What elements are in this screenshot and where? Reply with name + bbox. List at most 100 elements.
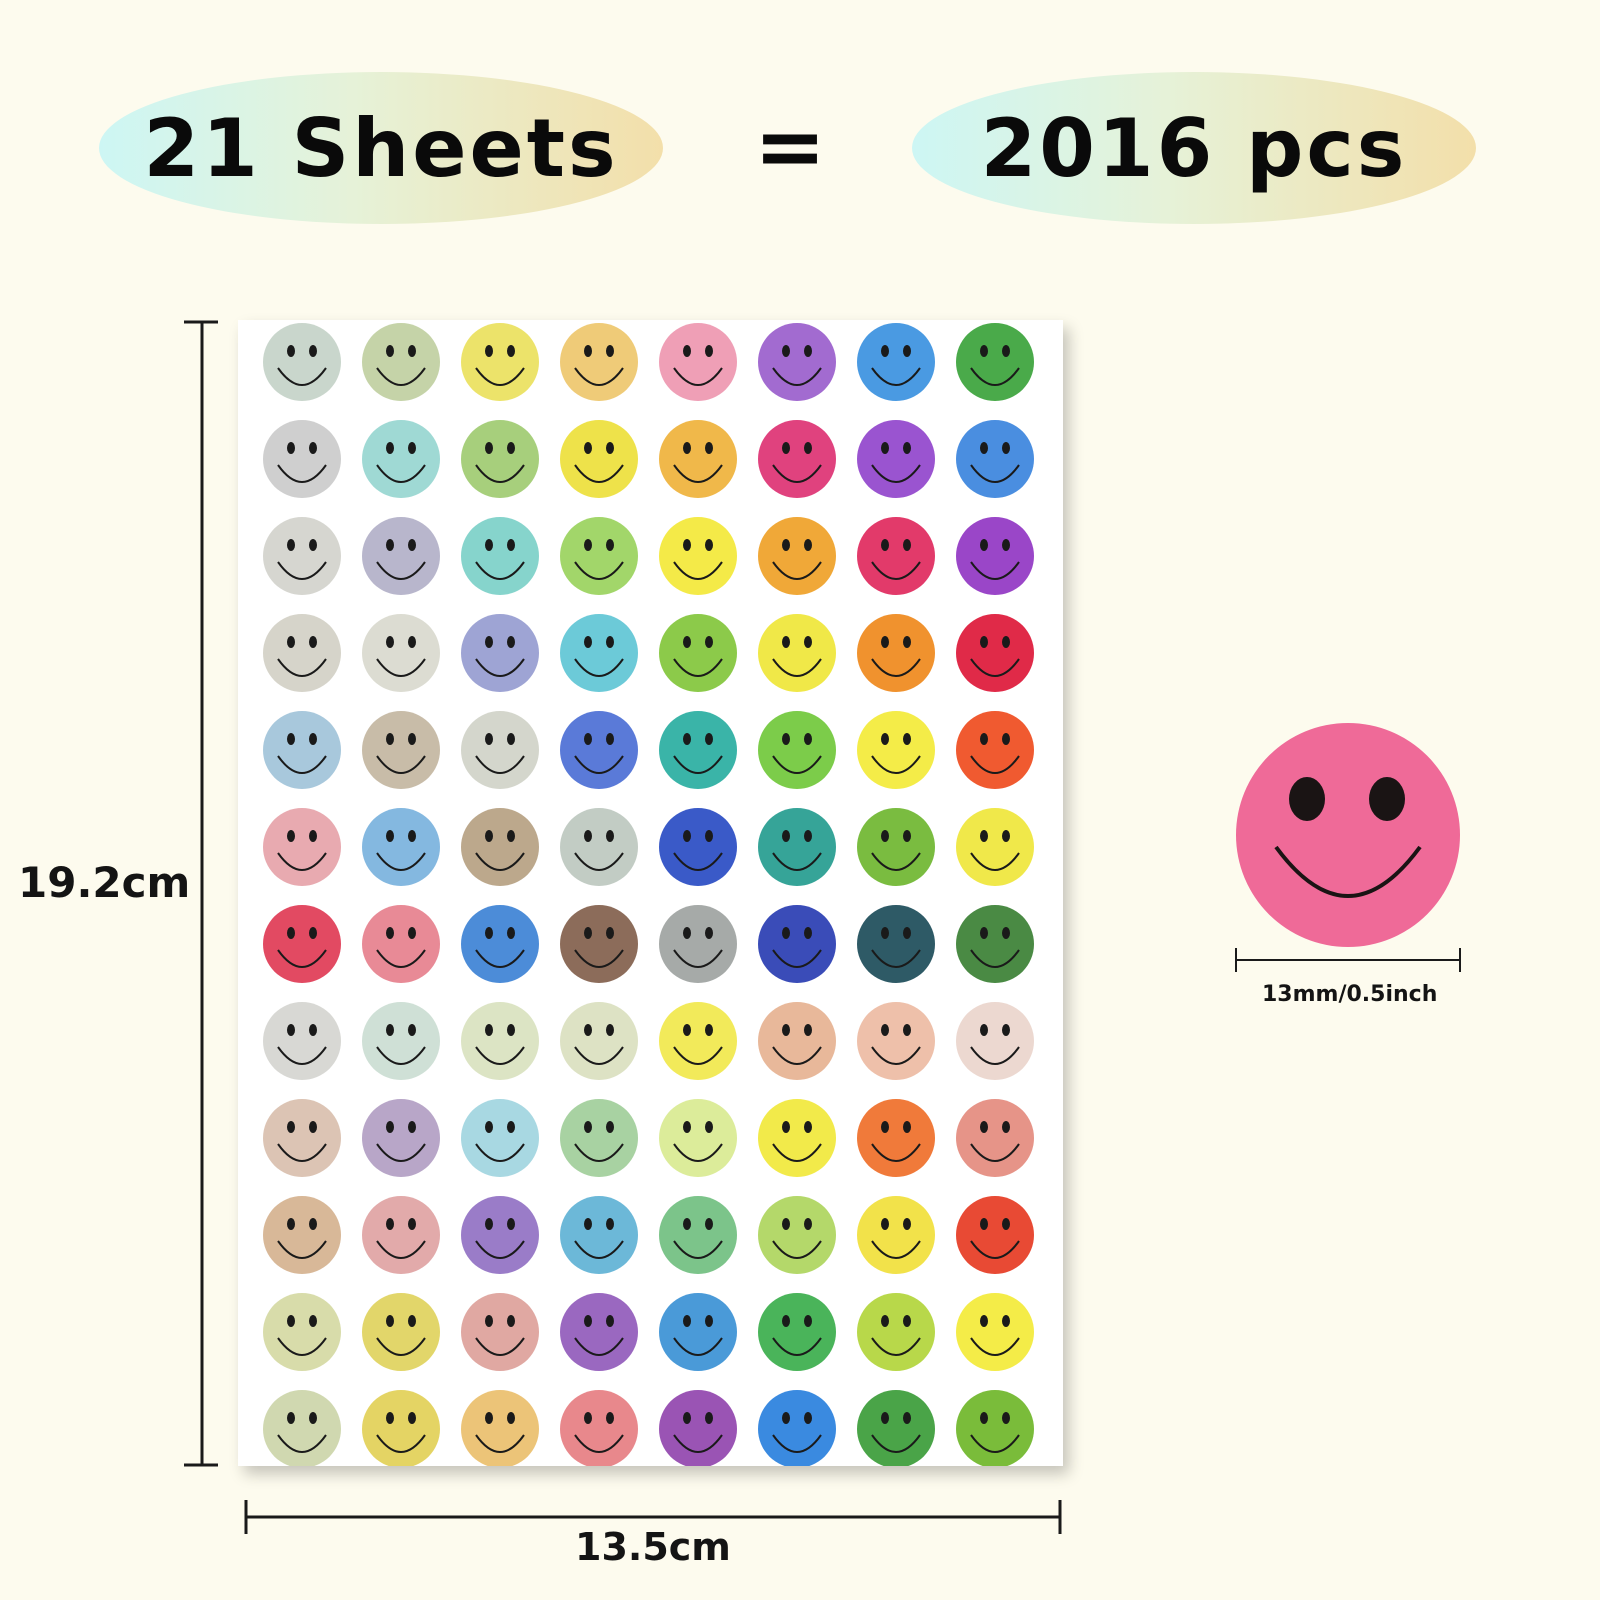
smiley-right-eye bbox=[309, 1121, 317, 1133]
smiley-sticker bbox=[758, 711, 836, 789]
smiley-left-eye bbox=[485, 345, 493, 357]
smiley-face bbox=[956, 420, 1034, 498]
smiley-right-eye bbox=[705, 830, 713, 842]
smiley-mouth bbox=[871, 755, 921, 774]
smiley-mouth bbox=[772, 1434, 822, 1453]
smiley-sticker bbox=[263, 1002, 341, 1080]
smiley-face bbox=[461, 420, 539, 498]
smiley-right-eye bbox=[408, 1024, 416, 1036]
smiley-sticker bbox=[758, 1002, 836, 1080]
smiley-mouth bbox=[970, 658, 1020, 677]
smiley-sticker bbox=[461, 1002, 539, 1080]
smiley-mouth bbox=[574, 949, 624, 968]
smiley-sticker bbox=[758, 1293, 836, 1371]
smiley-left-eye bbox=[485, 1218, 493, 1230]
smiley-sticker bbox=[659, 1293, 737, 1371]
smiley-sticker bbox=[362, 1293, 440, 1371]
smiley-left-eye bbox=[584, 442, 592, 454]
smiley-face bbox=[461, 1293, 539, 1371]
smiley-mouth bbox=[277, 561, 327, 580]
smiley-sticker bbox=[263, 905, 341, 983]
smiley-sticker bbox=[956, 323, 1034, 401]
smiley-mouth bbox=[871, 949, 921, 968]
smiley-sticker bbox=[461, 905, 539, 983]
smiley-sticker bbox=[362, 517, 440, 595]
smiley-sticker bbox=[560, 1390, 638, 1468]
smiley-sticker bbox=[659, 905, 737, 983]
smiley-face bbox=[461, 1002, 539, 1080]
smiley-right-eye bbox=[507, 539, 515, 551]
smiley-mouth bbox=[772, 1240, 822, 1259]
smiley-sticker bbox=[362, 614, 440, 692]
smiley-mouth bbox=[772, 658, 822, 677]
large-smiley-left-eye bbox=[1289, 777, 1325, 821]
smiley-right-eye bbox=[408, 1315, 416, 1327]
smiley-mouth bbox=[574, 1046, 624, 1065]
smiley-sticker bbox=[560, 420, 638, 498]
smiley-right-eye bbox=[705, 1315, 713, 1327]
smiley-mouth bbox=[376, 755, 426, 774]
smiley-face bbox=[362, 1293, 440, 1371]
smiley-face bbox=[857, 1390, 935, 1468]
smiley-face bbox=[857, 614, 935, 692]
smiley-left-eye bbox=[287, 1024, 295, 1036]
smiley-face bbox=[659, 323, 737, 401]
smiley-face bbox=[857, 1099, 935, 1177]
smiley-right-eye bbox=[903, 1024, 911, 1036]
smiley-right-eye bbox=[1002, 539, 1010, 551]
smiley-mouth bbox=[277, 658, 327, 677]
smiley-left-eye bbox=[287, 345, 295, 357]
smiley-mouth bbox=[475, 852, 525, 871]
smiley-mouth bbox=[574, 852, 624, 871]
smiley-face bbox=[758, 614, 836, 692]
smiley-right-eye bbox=[1002, 1412, 1010, 1424]
smiley-right-eye bbox=[705, 1024, 713, 1036]
smiley-sticker bbox=[857, 808, 935, 886]
smiley-face bbox=[263, 614, 341, 692]
smiley-left-eye bbox=[980, 1218, 988, 1230]
smiley-face bbox=[263, 1293, 341, 1371]
smiley-right-eye bbox=[507, 927, 515, 939]
smiley-face bbox=[659, 517, 737, 595]
smiley-mouth bbox=[772, 949, 822, 968]
smiley-face bbox=[659, 1390, 737, 1468]
smiley-sticker bbox=[758, 1196, 836, 1274]
smiley-face bbox=[956, 905, 1034, 983]
sticker-sheet bbox=[238, 320, 1063, 1468]
smiley-sticker bbox=[857, 1390, 935, 1468]
smiley-left-eye bbox=[980, 345, 988, 357]
pieces-count-text: 2016 pcs bbox=[980, 101, 1408, 195]
smiley-left-eye bbox=[881, 442, 889, 454]
smiley-sticker bbox=[263, 711, 341, 789]
smiley-mouth bbox=[277, 1046, 327, 1065]
smiley-face bbox=[362, 323, 440, 401]
smiley-mouth bbox=[871, 1240, 921, 1259]
smiley-sticker bbox=[956, 808, 1034, 886]
smiley-sticker bbox=[461, 1390, 539, 1468]
smiley-left-eye bbox=[683, 539, 691, 551]
sheet-height-label: 19.2cm bbox=[18, 858, 191, 907]
smiley-sticker bbox=[758, 1099, 836, 1177]
smiley-mouth bbox=[376, 658, 426, 677]
smiley-sticker bbox=[560, 323, 638, 401]
smiley-left-eye bbox=[386, 1121, 394, 1133]
pieces-count-badge: 2016 pcs bbox=[912, 72, 1476, 224]
smiley-left-eye bbox=[287, 733, 295, 745]
smiley-sticker bbox=[659, 614, 737, 692]
smiley-left-eye bbox=[485, 733, 493, 745]
smiley-right-eye bbox=[408, 345, 416, 357]
smiley-sticker bbox=[362, 323, 440, 401]
smiley-sticker bbox=[560, 1002, 638, 1080]
smiley-sticker bbox=[263, 1390, 341, 1468]
smiley-sticker bbox=[956, 1293, 1034, 1371]
smiley-face bbox=[857, 1002, 935, 1080]
smiley-face bbox=[362, 614, 440, 692]
smiley-right-eye bbox=[1002, 1024, 1010, 1036]
smiley-left-eye bbox=[683, 1412, 691, 1424]
smiley-face bbox=[263, 1196, 341, 1274]
sheets-count-badge: 21 Sheets bbox=[99, 72, 663, 224]
smiley-sticker bbox=[362, 1196, 440, 1274]
smiley-face bbox=[560, 711, 638, 789]
smiley-mouth bbox=[277, 1337, 327, 1356]
smiley-sticker bbox=[956, 1390, 1034, 1468]
